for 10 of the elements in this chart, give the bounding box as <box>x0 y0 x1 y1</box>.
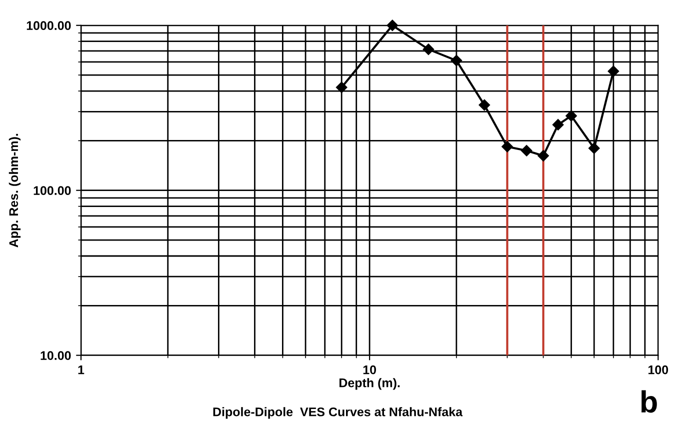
y-tick-label: 10.00 <box>40 351 71 360</box>
y-axis-title: App. Res. (ohm-m). <box>8 134 21 248</box>
x-axis-title: Depth (m). <box>340 378 400 390</box>
y-tick-label: 100.00 <box>34 186 71 195</box>
x-tick-label: 1 <box>78 366 84 374</box>
x-tick-label: 100 <box>648 365 668 374</box>
y-tick-label: 1000.00 <box>26 21 71 30</box>
x-tick-label: 10 <box>363 365 376 374</box>
text: b <box>641 390 657 413</box>
text: Dipole-Dipole VES Curves at Nfahu-Nfaka <box>213 407 463 419</box>
